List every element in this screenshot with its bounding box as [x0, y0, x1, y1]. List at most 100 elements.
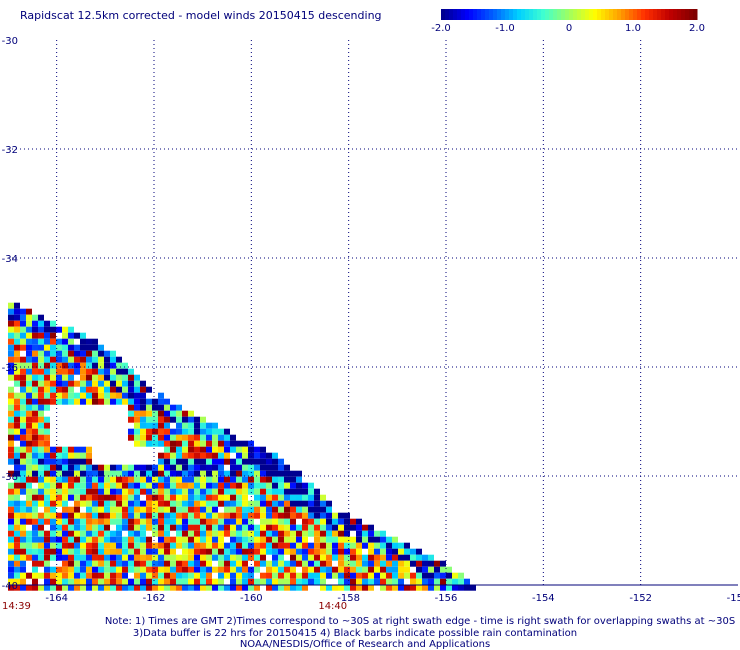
swath-cell [410, 578, 416, 585]
swath-cell [224, 488, 230, 495]
swath-cell [20, 392, 26, 399]
swath-cell [26, 458, 32, 465]
swath-cell [212, 494, 218, 501]
swath-cell [218, 434, 224, 441]
swath-cell [158, 458, 164, 465]
swath-cell [134, 494, 140, 501]
swath-cell [326, 548, 332, 555]
swath-cell [68, 356, 74, 363]
swath-cell [326, 566, 332, 573]
swath-cell [74, 554, 80, 561]
swath-cell [8, 302, 14, 309]
swath-cell [290, 470, 296, 477]
swath-cell [320, 554, 326, 561]
swath-cell [320, 494, 326, 501]
swath-cell [8, 524, 14, 531]
swath-cell [398, 560, 404, 567]
swath-cell [344, 566, 350, 573]
swath-cell [8, 542, 14, 549]
swath-cell [20, 368, 26, 375]
swath-cell [242, 548, 248, 555]
swath-cell [290, 560, 296, 567]
swath-cell [80, 494, 86, 501]
x-tick-label: -158 [337, 593, 360, 604]
swath-cell [212, 452, 218, 459]
swath-cell [74, 500, 80, 507]
swath-cell [32, 380, 38, 387]
swath-cell [440, 560, 446, 567]
swath-cell [44, 416, 50, 423]
swath-cell [218, 428, 224, 435]
swath-cell [134, 548, 140, 555]
swath-cell [218, 518, 224, 525]
swath-cell [296, 488, 302, 495]
swath-cell [134, 560, 140, 567]
swath-cell [158, 404, 164, 411]
swath-cell [74, 380, 80, 387]
swath-cell [86, 488, 92, 495]
swath-cell [50, 464, 56, 471]
swath-cell [182, 440, 188, 447]
swath-cell [140, 440, 146, 447]
swath-cell [62, 470, 68, 477]
swath-cell [224, 494, 230, 501]
swath-cell [152, 476, 158, 483]
swath-cell [92, 554, 98, 561]
swath-cell [38, 344, 44, 351]
swath-cell [170, 566, 176, 573]
swath-cell [38, 458, 44, 465]
swath-cell [254, 458, 260, 465]
swath-cell [146, 542, 152, 549]
swath-cell [182, 548, 188, 555]
swath-cell [116, 572, 122, 579]
swath-cell [32, 542, 38, 549]
swath-cell [14, 452, 20, 459]
swath-cell [278, 482, 284, 489]
swath-cell [326, 530, 332, 537]
swath-cell [284, 488, 290, 495]
swath-cell [20, 536, 26, 543]
swath-cell [116, 512, 122, 519]
swath-cell [170, 536, 176, 543]
swath-cell [56, 536, 62, 543]
swath-cell [68, 548, 74, 555]
swath-cell [440, 572, 446, 579]
swath-cell [86, 578, 92, 585]
swath-cell [20, 452, 26, 459]
swath-cell [32, 440, 38, 447]
colorbar-segment [505, 9, 510, 20]
swath-cell [152, 470, 158, 477]
swath-cell [242, 464, 248, 471]
swath-cell [26, 386, 32, 393]
swath-cell [212, 446, 218, 453]
swath-cell [128, 374, 134, 381]
swath-cell [128, 464, 134, 471]
swath-cell [284, 560, 290, 567]
swath-cell [164, 542, 170, 549]
swath-cell [164, 464, 170, 471]
swath-cell [224, 452, 230, 459]
swath-cell [284, 548, 290, 555]
swath-cell [14, 380, 20, 387]
swath-cell [254, 500, 260, 507]
swath-cell [122, 548, 128, 555]
swath-cell [446, 584, 452, 591]
swath-cell [164, 410, 170, 417]
swath-cell [212, 542, 218, 549]
swath-cell [92, 536, 98, 543]
swath-cell [176, 536, 182, 543]
swath-cell [14, 500, 20, 507]
swath-cell [74, 572, 80, 579]
swath-cell [14, 368, 20, 375]
swath-cell [200, 428, 206, 435]
swath-cell [152, 422, 158, 429]
colorbar-segment [621, 9, 626, 20]
swath-cell [92, 368, 98, 375]
swath-cell [26, 500, 32, 507]
swath-cell [242, 584, 248, 591]
swath-cell [224, 428, 230, 435]
swath-cell [140, 428, 146, 435]
swath-cell [140, 524, 146, 531]
colorbar-segment [561, 9, 566, 20]
